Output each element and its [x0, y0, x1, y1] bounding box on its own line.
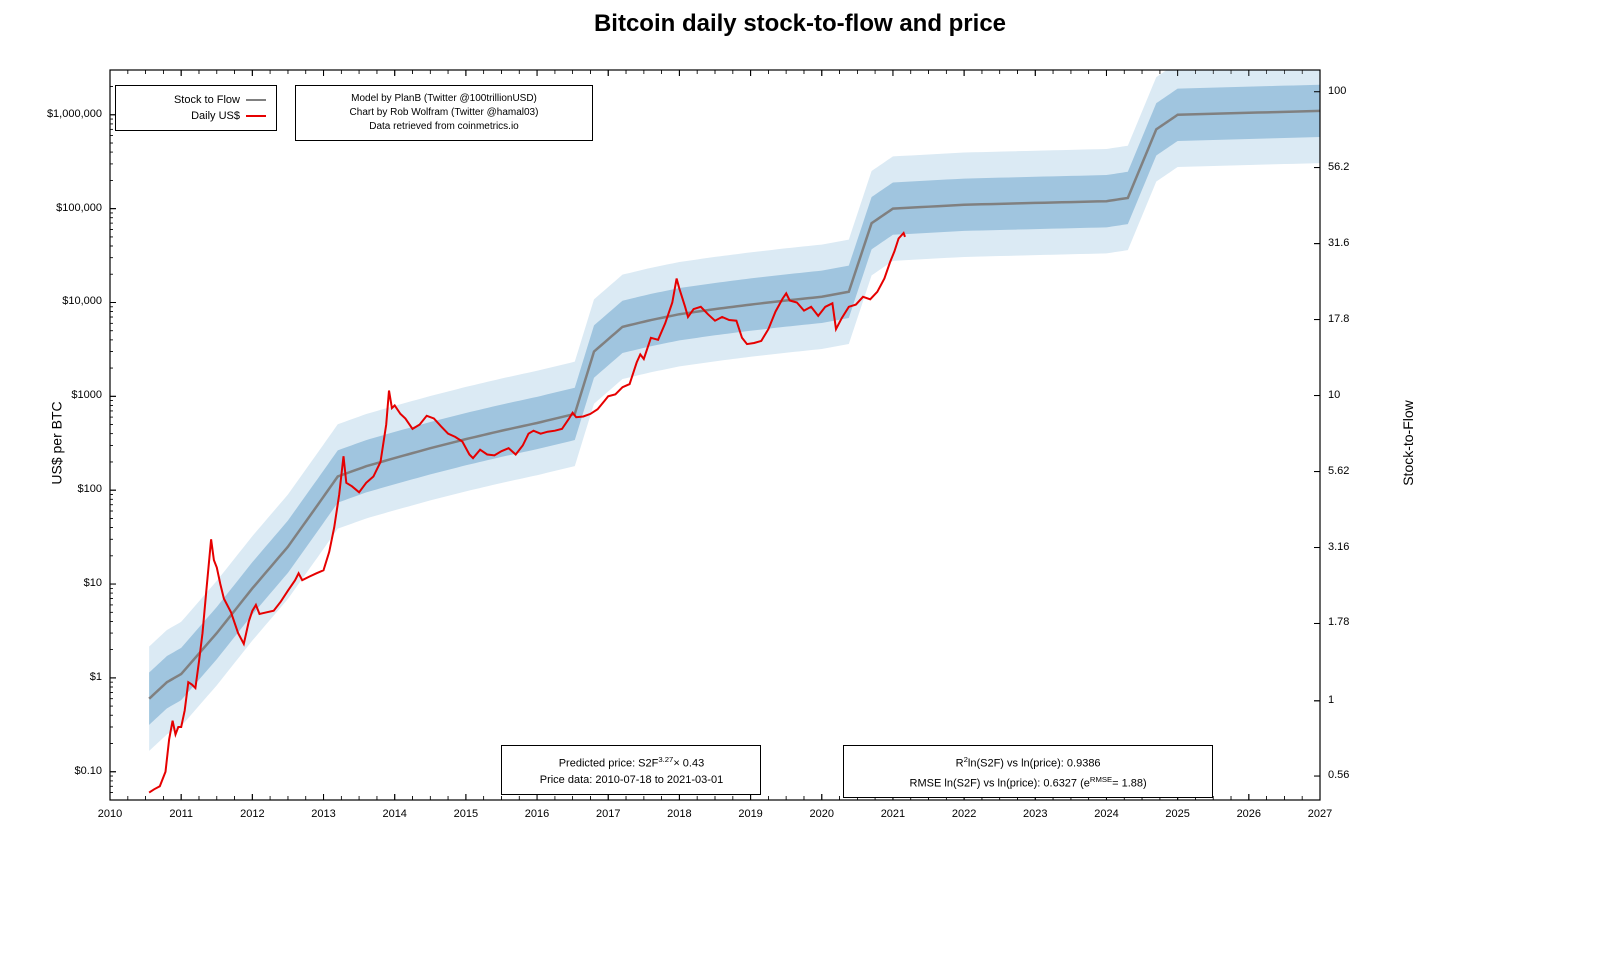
x-tick: 2026 — [1229, 808, 1269, 820]
y-left-tick: $100 — [40, 483, 102, 495]
x-tick: 2025 — [1158, 808, 1198, 820]
y-right-tick: 0.56 — [1328, 769, 1349, 781]
price-data-range: Price data: 2010-07-18 to 2021-03-01 — [516, 772, 746, 788]
y-right-tick: 1.78 — [1328, 616, 1349, 628]
y-right-tick: 10 — [1328, 389, 1340, 401]
x-tick: 2015 — [446, 808, 486, 820]
formula-box-stats: R2ln(S2F) vs ln(price): 0.9386RMSE ln(S2… — [843, 745, 1213, 798]
legend-item: Stock to Flow — [126, 92, 266, 108]
x-tick: 2020 — [802, 808, 842, 820]
y-left-tick: $100,000 — [40, 202, 102, 214]
y-right-tick: 56.2 — [1328, 161, 1349, 173]
y-right-tick: 1 — [1328, 694, 1334, 706]
y-left-tick: $1 — [40, 671, 102, 683]
credit-line: Data retrieved from coinmetrics.io — [310, 120, 578, 134]
y-left-tick: $1,000,000 — [40, 108, 102, 120]
x-tick: 2013 — [304, 808, 344, 820]
x-tick: 2023 — [1015, 808, 1055, 820]
y-right-tick: 100 — [1328, 85, 1346, 97]
formula-box-predicted: Predicted price: S2F3.27× 0.43Price data… — [501, 745, 761, 795]
y-right-tick: 5.62 — [1328, 465, 1349, 477]
legend-item: Daily US$ — [126, 108, 266, 124]
x-tick: 2012 — [232, 808, 272, 820]
y-right-label: Stock-to-Flow — [1400, 400, 1416, 486]
y-left-tick: $10,000 — [40, 295, 102, 307]
credit-line: Model by PlanB (Twitter @100trillionUSD) — [310, 92, 578, 106]
predicted-price-formula: Predicted price: S2F3.27× 0.43 — [516, 752, 746, 772]
rmse-stat: RMSE ln(S2F) vs ln(price): 0.6327 (eRMSE… — [858, 772, 1198, 792]
credit-line: Chart by Rob Wolfram (Twitter @hamal03) — [310, 106, 578, 120]
credits-box: Model by PlanB (Twitter @100trillionUSD)… — [295, 85, 593, 141]
x-tick: 2024 — [1086, 808, 1126, 820]
x-tick: 2019 — [731, 808, 771, 820]
x-tick: 2017 — [588, 808, 628, 820]
x-tick: 2018 — [659, 808, 699, 820]
x-tick: 2014 — [375, 808, 415, 820]
x-tick: 2016 — [517, 808, 557, 820]
x-tick: 2022 — [944, 808, 984, 820]
x-tick: 2021 — [873, 808, 913, 820]
y-right-tick: 31.6 — [1328, 237, 1349, 249]
x-tick: 2010 — [90, 808, 130, 820]
y-left-tick: $10 — [40, 577, 102, 589]
y-left-tick: $1000 — [40, 389, 102, 401]
y-left-label: US$ per BTC — [49, 401, 65, 484]
x-tick: 2027 — [1300, 808, 1340, 820]
legend: Stock to FlowDaily US$ — [115, 85, 277, 131]
y-right-tick: 3.16 — [1328, 541, 1349, 553]
x-tick: 2011 — [161, 808, 201, 820]
y-left-tick: $0.10 — [40, 765, 102, 777]
y-right-tick: 17.8 — [1328, 313, 1349, 325]
r-squared-stat: R2ln(S2F) vs ln(price): 0.9386 — [858, 752, 1198, 772]
